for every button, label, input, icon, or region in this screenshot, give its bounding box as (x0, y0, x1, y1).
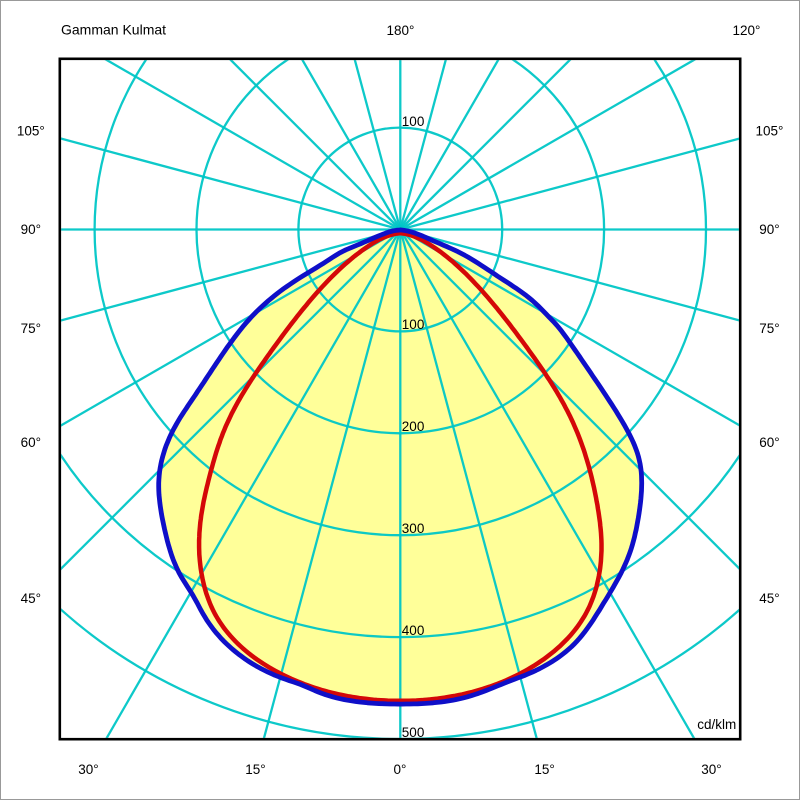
svg-text:Gamman Kulmat: Gamman Kulmat (61, 22, 166, 38)
svg-text:75°: 75° (21, 321, 41, 336)
svg-text:105°: 105° (756, 123, 784, 138)
svg-text:120°: 120° (733, 23, 761, 38)
svg-text:90°: 90° (759, 222, 779, 237)
svg-text:30°: 30° (701, 762, 721, 777)
svg-text:45°: 45° (759, 591, 779, 606)
svg-text:400: 400 (402, 623, 425, 638)
svg-text:500: 500 (402, 725, 425, 740)
svg-text:300: 300 (402, 521, 425, 536)
svg-text:100: 100 (402, 317, 425, 332)
svg-text:30°: 30° (78, 762, 98, 777)
svg-text:75°: 75° (759, 321, 779, 336)
svg-text:180°: 180° (387, 23, 415, 38)
svg-text:100: 100 (402, 114, 425, 129)
svg-text:cd/klm: cd/klm (697, 717, 736, 732)
svg-text:90°: 90° (21, 222, 41, 237)
svg-text:60°: 60° (759, 435, 779, 450)
svg-text:200: 200 (402, 419, 425, 434)
svg-text:15°: 15° (534, 762, 554, 777)
svg-text:105°: 105° (17, 123, 45, 138)
svg-text:45°: 45° (21, 591, 41, 606)
svg-text:15°: 15° (245, 762, 265, 777)
svg-text:0°: 0° (394, 762, 407, 777)
svg-text:60°: 60° (21, 435, 41, 450)
